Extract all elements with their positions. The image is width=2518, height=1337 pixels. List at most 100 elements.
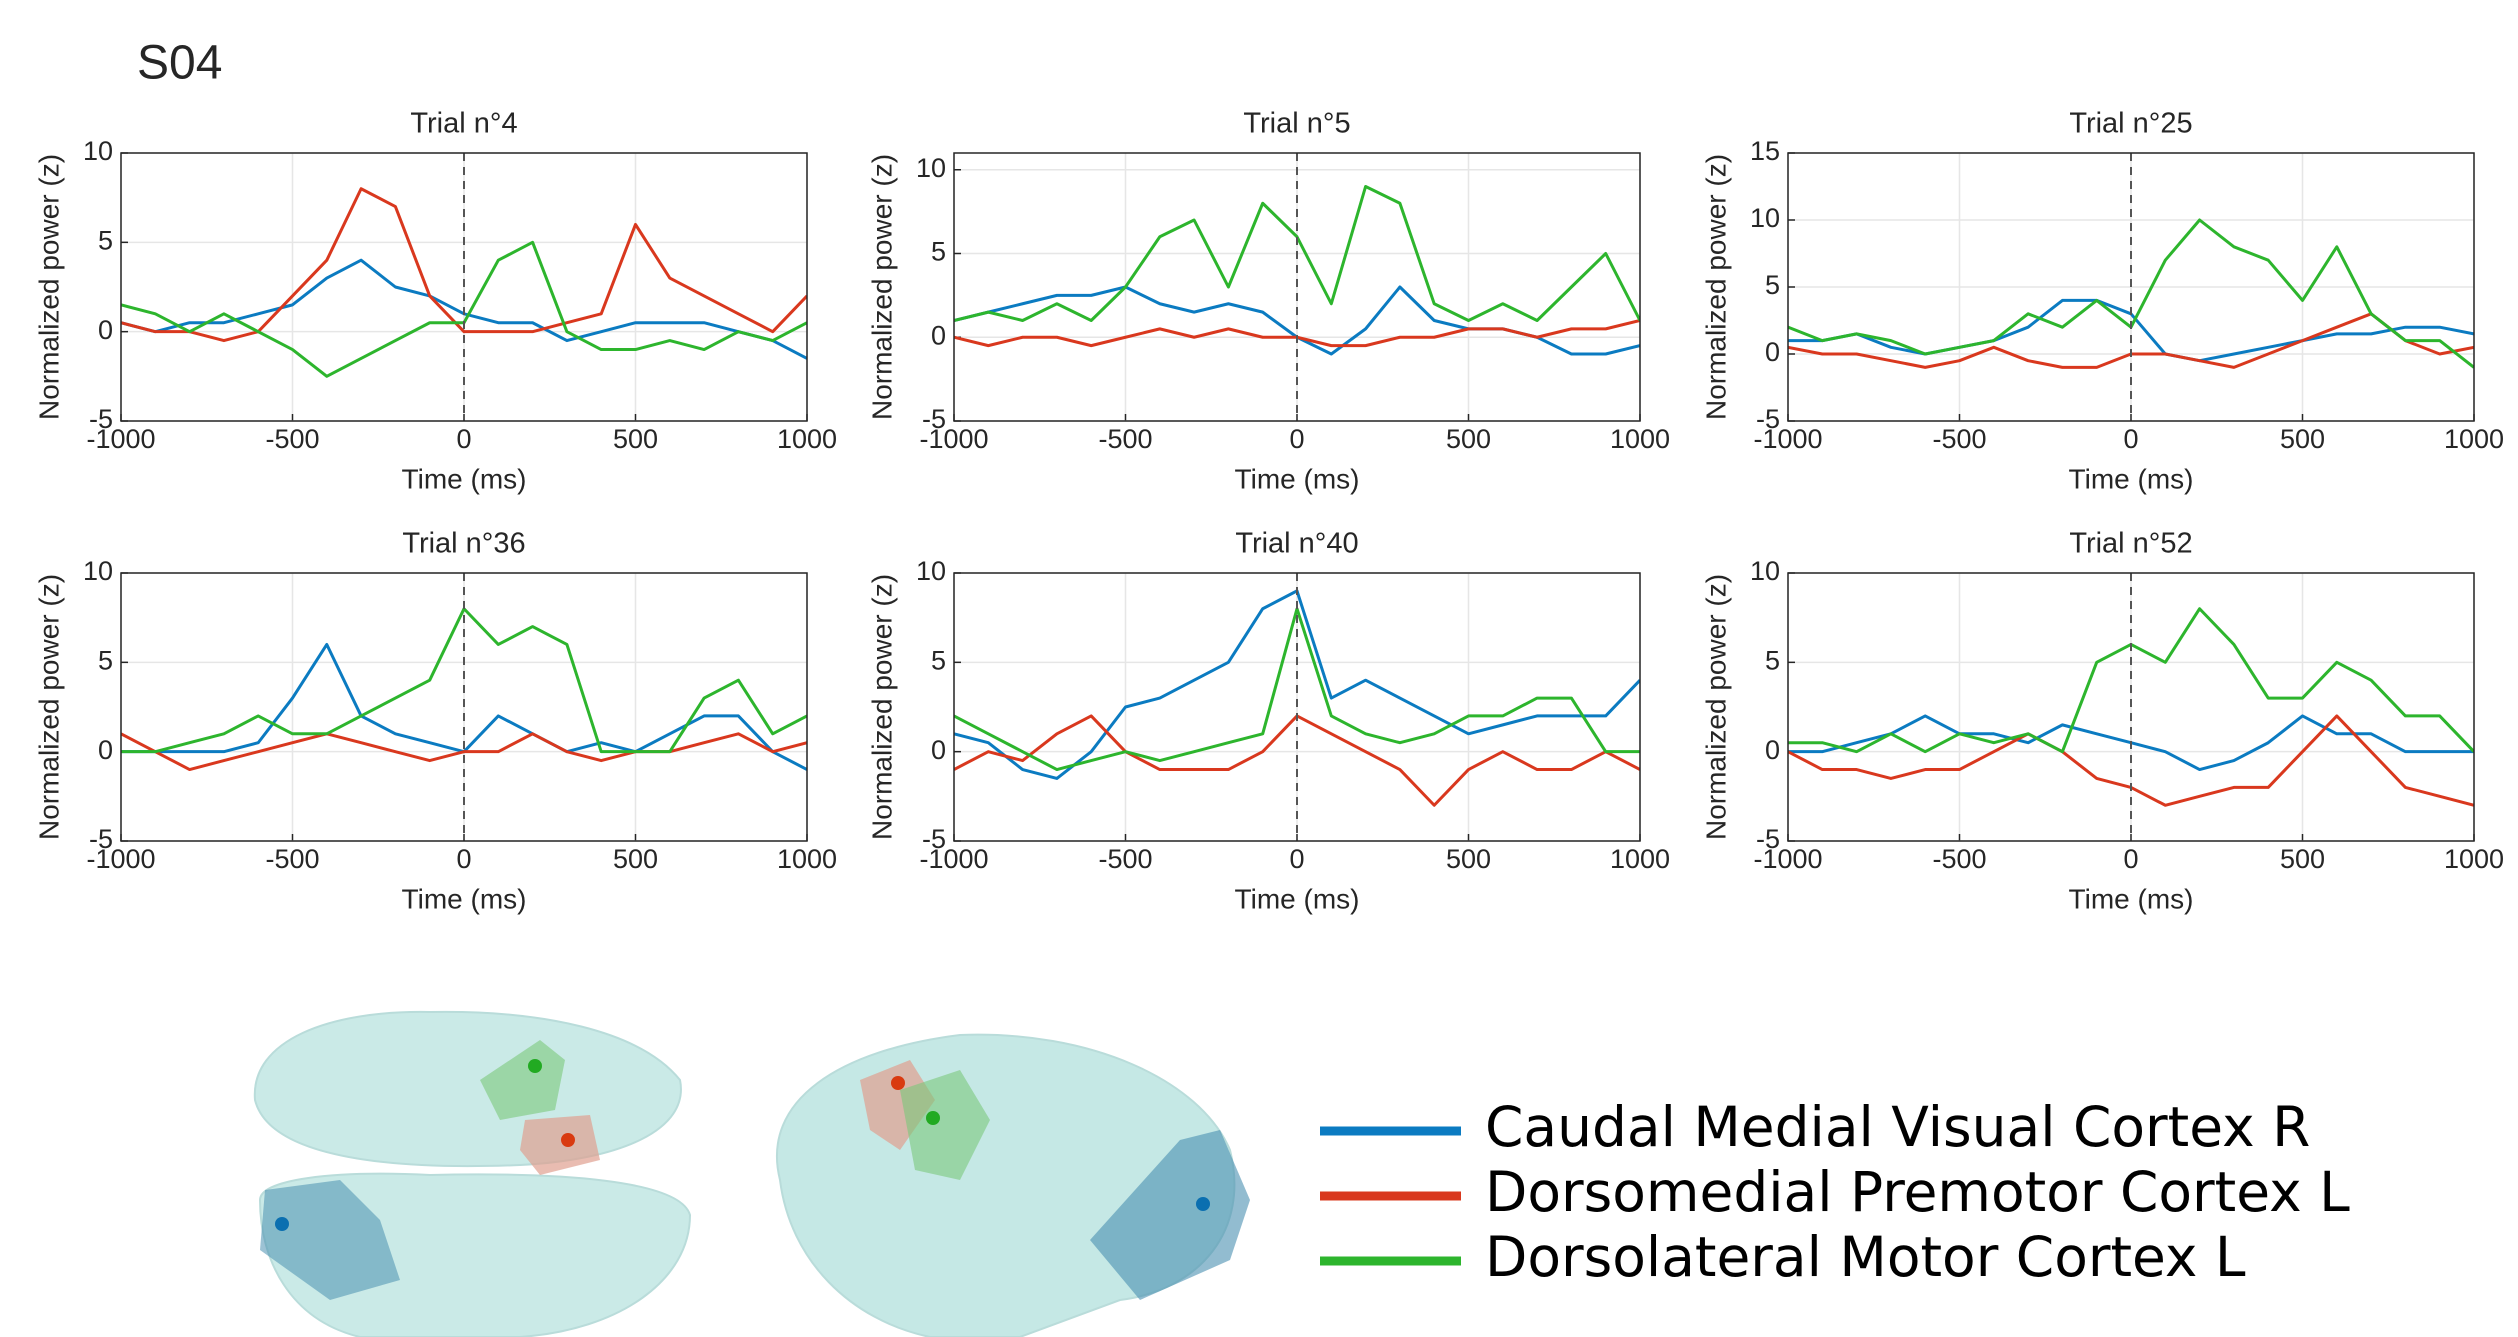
subplot-title: Trial n°36	[402, 528, 525, 560]
axes-box	[120, 572, 808, 842]
region-motor	[480, 1040, 565, 1120]
y-tick-label: -5	[922, 824, 946, 854]
legend-label: Dorsolateral Motor Cortex L	[1485, 1225, 2246, 1289]
region-visual	[1090, 1130, 1250, 1300]
axes-box	[953, 152, 1641, 422]
x-tick-label: 1000	[2444, 844, 2504, 874]
y-tick-label: 0	[1765, 337, 1780, 367]
x-tick-label: 500	[1446, 844, 1491, 874]
x-tick-label: -1000	[86, 844, 155, 874]
legend: Caudal Medial Visual Cortex RDorsomedial…	[1320, 1095, 2350, 1289]
x-tick-label: -500	[1932, 844, 1986, 874]
y-axis-label: Normalized power (z)	[33, 154, 64, 420]
x-tick-label: 0	[1289, 424, 1304, 454]
electrode	[1196, 1197, 1210, 1211]
x-tick-label: 500	[613, 844, 658, 874]
y-axis-label: Normalized power (z)	[33, 574, 64, 840]
y-tick-label: -5	[1756, 404, 1780, 434]
y-tick-label: 5	[1765, 645, 1780, 675]
x-tick-label: -1000	[1753, 844, 1822, 874]
electrode	[891, 1076, 905, 1090]
y-tick-label: 10	[1750, 556, 1780, 586]
x-tick-label: -500	[1932, 424, 1986, 454]
y-tick-label: 0	[98, 735, 113, 765]
brain-hemisphere	[253, 1010, 682, 1168]
x-tick-label: 1000	[1610, 844, 1670, 874]
x-tick-label: -1000	[919, 844, 988, 874]
subplot-title: Trial n°4	[410, 108, 517, 140]
x-tick-label: -1000	[86, 424, 155, 454]
axes-box	[953, 572, 1641, 842]
y-tick-label: 0	[98, 315, 113, 345]
electrode	[926, 1111, 940, 1125]
panel-label: S04	[137, 37, 222, 90]
x-tick-label: 1000	[777, 424, 837, 454]
y-tick-label: -5	[89, 824, 113, 854]
x-tick-label: 500	[1446, 424, 1491, 454]
subplot-title: Trial n°40	[1235, 528, 1358, 560]
x-tick-label: -500	[1098, 844, 1152, 874]
y-tick-label: 5	[98, 645, 113, 675]
y-tick-label: 10	[916, 556, 946, 586]
x-tick-label: 1000	[777, 844, 837, 874]
y-tick-label: 0	[931, 735, 946, 765]
electrode	[561, 1133, 575, 1147]
y-tick-label: 5	[1765, 270, 1780, 300]
subplot: -1000 -500 0 500 1000 -5 0 5 10 Trial n°4 Time (ms…	[33, 108, 837, 495]
x-tick-label: 0	[2123, 844, 2138, 874]
x-tick-label: -1000	[919, 424, 988, 454]
x-tick-label: 500	[2280, 424, 2325, 454]
y-tick-label: 15	[1750, 136, 1780, 166]
y-tick-label: 10	[83, 136, 113, 166]
x-tick-label: -500	[265, 844, 319, 874]
series-line	[121, 732, 807, 772]
y-tick-label: 10	[1750, 203, 1780, 233]
subplot: -1000 -500 0 500 1000 -5 0 5 10 Trial n°36 Time (m…	[33, 528, 837, 915]
y-tick-label: 0	[1765, 735, 1780, 765]
y-tick-label: 5	[931, 237, 946, 267]
x-tick-label: 0	[1289, 844, 1304, 874]
series-line	[121, 187, 807, 343]
x-axis-label: Time (ms)	[2069, 883, 2194, 914]
x-tick-label: 1000	[1610, 424, 1670, 454]
x-tick-label: 500	[613, 424, 658, 454]
y-tick-label: -5	[922, 404, 946, 434]
subplot: -1000 -500 0 500 1000 -5 0 5 10 Trial n°40 Time (m…	[866, 528, 1670, 915]
y-tick-label: -5	[1756, 824, 1780, 854]
y-axis-label: Normalized power (z)	[1700, 154, 1731, 420]
x-tick-label: 500	[2280, 844, 2325, 874]
subplot: -1000 -500 0 500 1000 -5 0 5 10 Trial n°52 Time (m…	[1700, 528, 2504, 915]
subplot-title: Trial n°52	[2069, 528, 2192, 560]
y-axis-label: Normalized power (z)	[1700, 574, 1731, 840]
region-premotor	[860, 1060, 935, 1150]
region-motor	[900, 1070, 990, 1180]
x-tick-label: -1000	[1753, 424, 1822, 454]
x-tick-label: 0	[456, 844, 471, 874]
electrode	[528, 1059, 542, 1073]
x-tick-label: 0	[456, 424, 471, 454]
region-premotor	[520, 1115, 600, 1175]
series-line	[954, 185, 1640, 322]
y-tick-label: 10	[916, 153, 946, 183]
x-axis-label: Time (ms)	[402, 463, 527, 494]
region-visual	[260, 1180, 400, 1300]
x-axis-label: Time (ms)	[1235, 463, 1360, 494]
brain-side-view	[775, 1033, 1250, 1337]
x-tick-label: -500	[1098, 424, 1152, 454]
subplot: -1000 -500 0 500 1000 -5 0 5 10 15 Trial n°25 Time …	[1700, 108, 2504, 495]
subplot-title: Trial n°5	[1243, 108, 1350, 140]
legend-label: Dorsomedial Premotor Cortex L	[1485, 1160, 2350, 1224]
electrode	[275, 1217, 289, 1231]
y-tick-label: 10	[83, 556, 113, 586]
x-axis-label: Time (ms)	[1235, 883, 1360, 914]
y-tick-label: 5	[931, 645, 946, 675]
subplot: -1000 -500 0 500 1000 -5 0 5 10 Trial n°5 Time (ms…	[866, 108, 1670, 495]
x-tick-label: 1000	[2444, 424, 2504, 454]
axes-box	[120, 152, 808, 422]
x-axis-label: Time (ms)	[2069, 463, 2194, 494]
axes-box	[1787, 572, 2475, 842]
y-axis-label: Normalized power (z)	[866, 154, 897, 420]
y-tick-label: -5	[89, 404, 113, 434]
brain-top-view	[253, 1010, 692, 1337]
